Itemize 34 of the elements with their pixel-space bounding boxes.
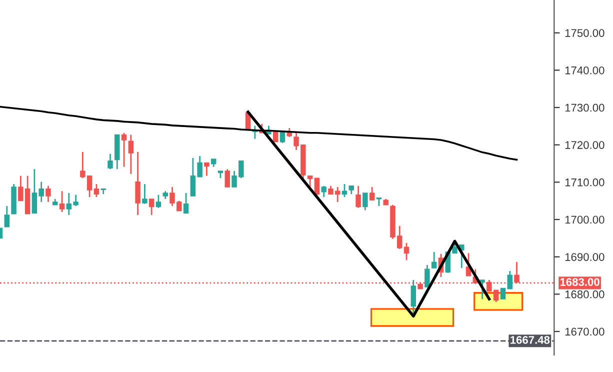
ref-line-label: 1683.00 <box>560 278 600 286</box>
candlestick <box>404 242 410 261</box>
candlestick <box>148 198 154 216</box>
candlestick <box>480 279 485 300</box>
candlestick <box>204 162 210 177</box>
y-tick-label: 1720.00 <box>565 141 604 149</box>
y-tick-label: 1750.00 <box>565 29 604 37</box>
candlestick <box>431 251 437 269</box>
candlestick <box>4 205 10 228</box>
candlestick <box>135 151 140 216</box>
candlestick <box>224 168 230 188</box>
candlestick <box>183 192 189 214</box>
candlestick <box>342 183 348 198</box>
y-tick-label: 1690.00 <box>565 253 604 261</box>
candlestick <box>128 134 134 175</box>
candlestick <box>142 183 148 205</box>
candlestick <box>108 153 113 170</box>
candlestick <box>46 185 51 203</box>
candlestick <box>356 185 361 209</box>
candlestick <box>369 186 375 201</box>
y-tick-label: 1670.00 <box>565 328 604 336</box>
candlestick <box>121 132 127 168</box>
ref-line-label: 1667.48 <box>510 336 550 344</box>
candlestick <box>424 264 430 288</box>
candlestick <box>156 194 162 209</box>
y-tick-label: 1700.00 <box>565 216 604 224</box>
y-tick-label: 1730.00 <box>565 104 604 112</box>
candlestick <box>94 183 100 198</box>
candlestick <box>59 190 65 213</box>
candlestick <box>362 192 368 211</box>
y-tick-label: 1710.00 <box>565 178 604 186</box>
y-tick-label: 1740.00 <box>565 66 604 74</box>
candlestick <box>321 185 326 198</box>
y-tick-label: 1680.00 <box>565 290 604 298</box>
